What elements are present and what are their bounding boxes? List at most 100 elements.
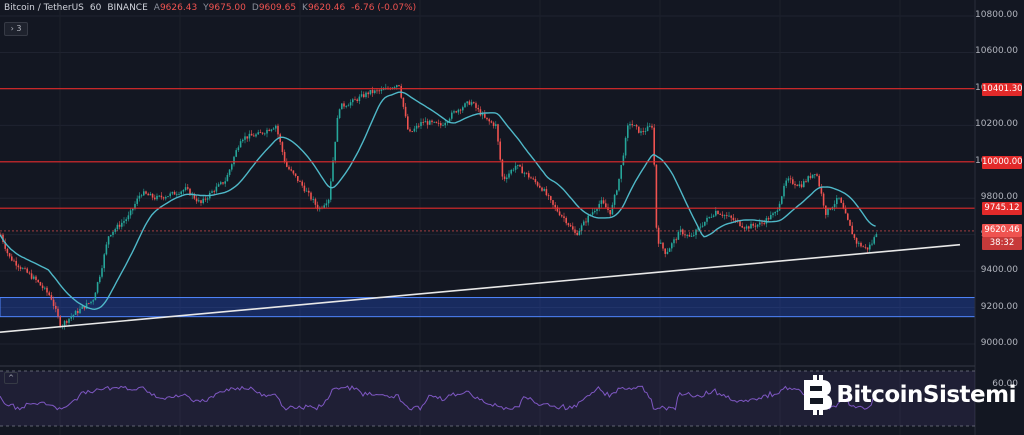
candle-body <box>367 92 369 95</box>
candle-body <box>424 121 427 123</box>
candle-body <box>734 220 737 221</box>
candle-body <box>787 178 790 181</box>
candle-body <box>479 109 482 116</box>
candle-body <box>79 308 81 314</box>
candle-body <box>668 248 671 252</box>
candle-body <box>184 187 187 191</box>
candle-body <box>330 181 332 200</box>
rsi-collapse-button[interactable]: ^ <box>4 372 18 384</box>
candle-body <box>521 166 523 174</box>
candle-body <box>451 112 453 119</box>
candle-body <box>226 174 229 182</box>
candle-body <box>116 224 119 230</box>
candle-body <box>591 212 594 215</box>
moving-average-line <box>0 91 876 311</box>
candle-body <box>660 242 662 244</box>
candle-body <box>539 185 541 188</box>
candle-body <box>666 251 669 254</box>
candle-body <box>222 182 224 184</box>
candle-body <box>393 87 396 88</box>
candle-body <box>759 222 761 225</box>
candle-body <box>325 203 328 206</box>
candle-body <box>382 89 385 91</box>
candle-body <box>622 155 625 166</box>
candle-body <box>640 131 642 133</box>
candle-body <box>602 200 605 204</box>
candle-body <box>48 292 50 296</box>
candle-body <box>255 134 257 137</box>
candle-body <box>180 191 182 194</box>
candle-body <box>305 190 308 192</box>
candle-body <box>72 314 75 317</box>
candle-body <box>343 103 345 107</box>
candle-body <box>490 121 493 123</box>
candle-body <box>741 226 743 228</box>
candle-body <box>404 106 407 117</box>
ohlc-open: A9626.43 <box>153 3 198 13</box>
candle-body <box>24 268 26 270</box>
candle-body <box>506 177 508 180</box>
trendline[interactable] <box>0 243 961 333</box>
candle-body <box>277 125 279 135</box>
candle-body <box>655 164 658 228</box>
candle-body <box>345 106 347 107</box>
candle-body <box>838 197 840 199</box>
candle-body <box>842 202 845 209</box>
candle-body <box>532 178 534 180</box>
candle-body <box>536 182 539 186</box>
candle-body <box>281 142 284 152</box>
candle-body <box>41 285 44 289</box>
candle-body <box>231 164 233 170</box>
candle-body <box>635 125 638 127</box>
candle-body <box>374 90 376 93</box>
candle-body <box>363 94 365 98</box>
candle-body <box>202 198 204 204</box>
candle-body <box>435 121 438 123</box>
chart-header: Bitcoin / TetherUS 60 BINANCE A9626.43 Y… <box>4 3 416 13</box>
candle-body <box>420 122 422 127</box>
candle-body <box>470 102 473 105</box>
candle-body <box>50 295 53 300</box>
candle-body <box>576 232 578 236</box>
candle-body <box>484 113 486 118</box>
candle-body <box>411 131 413 133</box>
candle-body <box>418 125 420 127</box>
interval[interactable]: 60 <box>89 3 102 13</box>
candle-body <box>556 207 559 212</box>
candle-body <box>257 132 259 135</box>
candle-body <box>477 107 479 110</box>
candle-body <box>530 177 532 179</box>
candle-body <box>398 85 400 87</box>
candle-body <box>583 221 585 226</box>
candle-body <box>752 223 754 226</box>
candle-body <box>63 321 66 326</box>
candle-body <box>193 194 196 199</box>
candle-body <box>429 120 431 125</box>
candles-layer <box>0 83 878 330</box>
last-price-label: 9620.46 <box>982 223 1022 237</box>
price-tick: 9000.00 <box>980 338 1018 348</box>
candle-body <box>534 179 537 183</box>
candle-body <box>28 272 31 274</box>
candle-body <box>811 174 814 178</box>
candle-body <box>270 129 273 131</box>
symbol-name[interactable]: Bitcoin / TetherUS <box>4 3 84 13</box>
candle-body <box>627 125 629 138</box>
candle-body <box>730 215 732 218</box>
candle-body <box>825 205 827 215</box>
candle-body <box>11 256 13 261</box>
candle-body <box>15 260 17 266</box>
candle-body <box>90 301 92 304</box>
candle-body <box>633 125 636 126</box>
candle-body <box>459 109 462 111</box>
candle-body <box>860 242 862 247</box>
candle-body <box>413 128 416 132</box>
ohlc-high: Y9675.00 <box>203 3 246 13</box>
candle-body <box>609 209 611 215</box>
candle-body <box>600 200 603 204</box>
indicators-toggle[interactable]: › 3 <box>4 22 28 36</box>
price-tick: 10600.00 <box>975 46 1018 57</box>
candle-body <box>794 183 796 186</box>
candle-body <box>686 235 688 236</box>
